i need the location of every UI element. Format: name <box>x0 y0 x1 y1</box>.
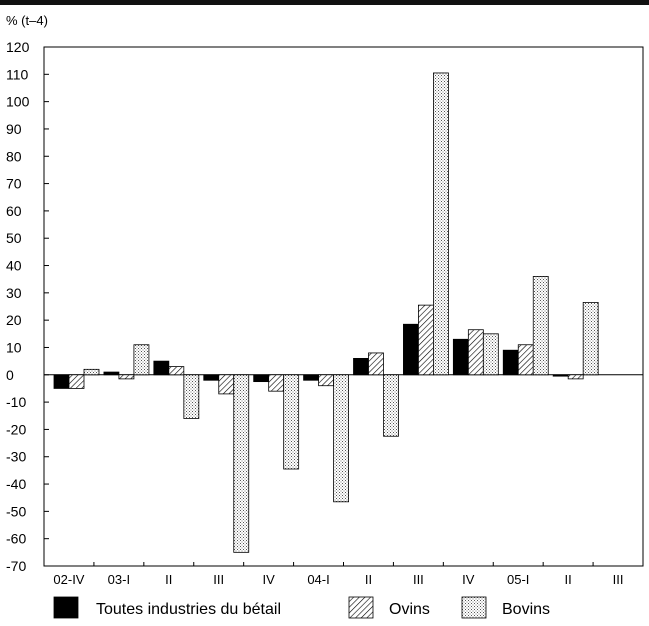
y-tick-label: 80 <box>6 148 22 164</box>
y-tick-label: -50 <box>6 503 26 519</box>
bar-hatch <box>467 329 484 376</box>
legend-label: Bovins <box>502 601 550 618</box>
y-tick-label: 120 <box>6 39 30 55</box>
y-tick-label: 70 <box>6 176 22 192</box>
bar-solid <box>353 357 369 376</box>
x-category-label: 03-I <box>108 572 130 587</box>
x-category-label: III <box>613 572 624 587</box>
y-tick-label: 50 <box>6 230 22 246</box>
top-rule <box>0 0 649 5</box>
y-tick-label: 40 <box>6 258 22 274</box>
y-tick-label: 0 <box>6 367 14 383</box>
bar-dots <box>233 374 250 553</box>
y-tick-label: -40 <box>6 476 26 492</box>
bar-dots <box>532 276 549 376</box>
legend-swatch-hatch <box>348 596 374 619</box>
x-category-label: 05-I <box>507 572 529 587</box>
y-tick-label: -30 <box>6 449 26 465</box>
y-unit-label: % (t–4) <box>6 13 48 28</box>
bar-hatch <box>567 374 584 380</box>
bar-dots <box>83 368 100 376</box>
bar-hatch <box>368 352 384 376</box>
bar-solid <box>403 323 419 376</box>
x-category-label: II <box>565 572 572 587</box>
bar-solid <box>153 360 170 376</box>
bar-dots <box>133 344 150 376</box>
legend-swatch-solid <box>53 596 79 619</box>
y-tick-label: -20 <box>6 421 26 437</box>
bar-solid <box>53 374 70 389</box>
bar-hatch <box>318 374 334 387</box>
bar-dots <box>383 374 399 437</box>
x-category-label: 02-IV <box>53 572 84 587</box>
bar-hatch <box>418 304 434 376</box>
bar-hatch <box>517 344 534 376</box>
bar-hatch <box>268 374 285 392</box>
x-category-label: 04-I <box>307 572 329 587</box>
legend-label: Ovins <box>389 601 430 618</box>
x-category-label: IV <box>462 572 475 587</box>
y-tick-label: -70 <box>6 558 26 574</box>
x-category-label: III <box>413 572 424 587</box>
bar-solid <box>502 349 519 376</box>
x-category-label: II <box>165 572 172 587</box>
bar-dots <box>283 374 300 470</box>
x-category-label: IV <box>262 572 275 587</box>
y-tick-label: 20 <box>6 312 22 328</box>
bar-dots <box>333 374 349 503</box>
y-tick-label: 60 <box>6 203 22 219</box>
bar-solid <box>303 374 319 381</box>
bar-solid <box>452 338 469 376</box>
bar-hatch <box>218 374 235 395</box>
y-tick-label: 90 <box>6 121 22 137</box>
y-tick-label: 100 <box>6 94 30 110</box>
bar-dots <box>183 374 200 419</box>
y-tick-label: 30 <box>6 285 22 301</box>
bar-dots <box>582 302 599 376</box>
x-category-label: III <box>213 572 224 587</box>
y-tick-label: 10 <box>6 339 22 355</box>
y-tick-label: -10 <box>6 394 26 410</box>
bar-solid <box>103 371 120 376</box>
legend-label: Toutes industries du bétail <box>96 601 281 618</box>
y-tick-label: -60 <box>6 531 26 547</box>
bar-solid <box>203 374 220 381</box>
bar-solid <box>552 374 569 377</box>
bar-hatch <box>118 374 135 380</box>
bar-dots <box>482 333 499 376</box>
bar-hatch <box>168 366 185 376</box>
x-category-label: II <box>365 572 372 587</box>
y-tick-label: 110 <box>6 66 29 82</box>
legend-swatch-dots <box>461 596 487 619</box>
bar-dots <box>433 72 449 376</box>
bar-solid <box>253 374 270 383</box>
bar-hatch <box>68 374 85 389</box>
